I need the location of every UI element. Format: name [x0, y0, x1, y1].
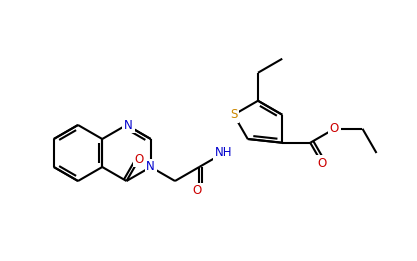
Text: N: N [124, 118, 133, 132]
Text: S: S [230, 108, 237, 121]
Text: O: O [134, 153, 144, 166]
Text: NH: NH [215, 146, 232, 159]
Text: O: O [330, 122, 339, 135]
Text: O: O [317, 157, 327, 170]
Text: N: N [146, 161, 155, 174]
Text: O: O [193, 184, 202, 197]
